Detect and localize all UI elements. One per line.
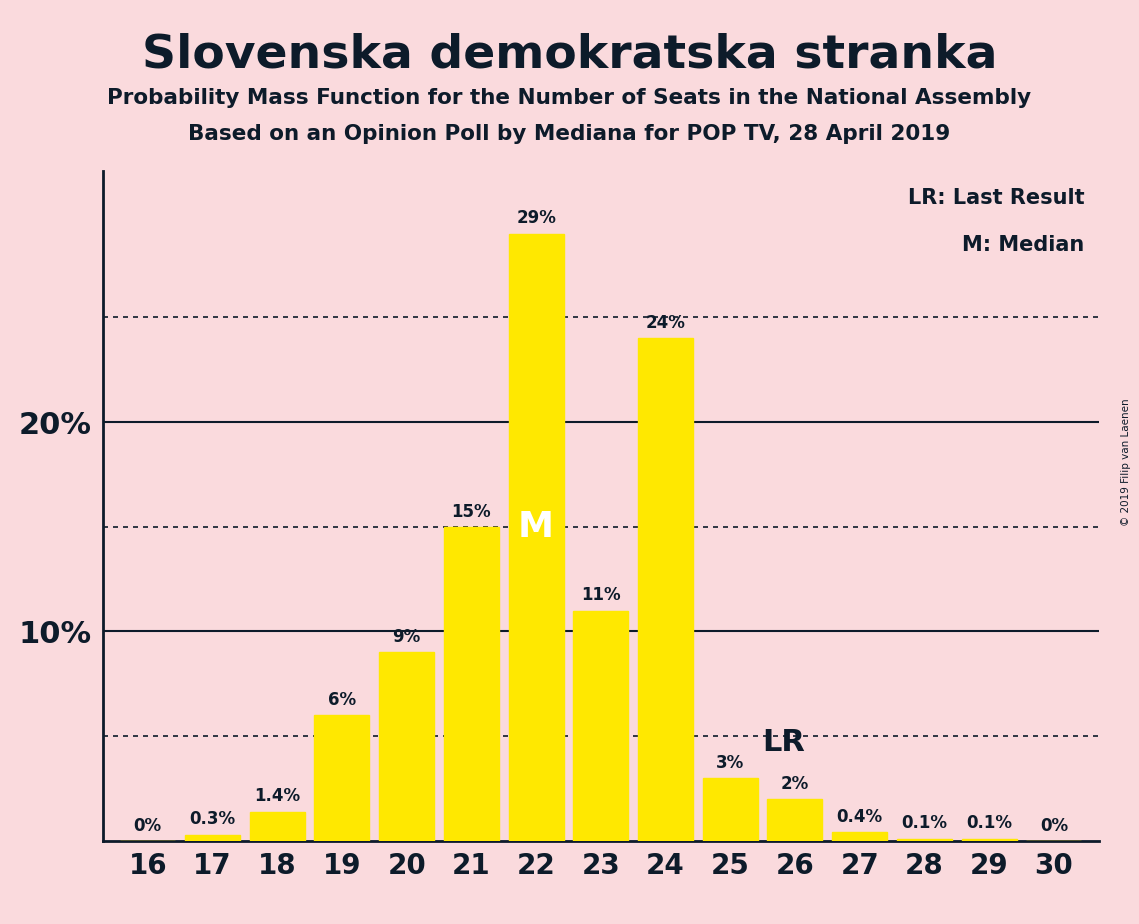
Text: 0%: 0% (1040, 817, 1068, 834)
Bar (768, 799, 822, 841)
Text: LR: LR (763, 728, 805, 757)
Text: 0.3%: 0.3% (189, 810, 236, 828)
Text: 29%: 29% (516, 210, 556, 227)
Bar (249, 811, 305, 841)
Text: Based on an Opinion Poll by Mediana for POP TV, 28 April 2019: Based on an Opinion Poll by Mediana for … (188, 124, 951, 144)
Text: © 2019 Filip van Laenen: © 2019 Filip van Laenen (1121, 398, 1131, 526)
Bar (833, 833, 887, 841)
Bar (703, 778, 757, 841)
Text: 3%: 3% (716, 754, 745, 772)
Bar (509, 234, 564, 841)
Bar (573, 611, 629, 841)
Text: 2%: 2% (781, 774, 809, 793)
Text: 24%: 24% (646, 314, 686, 332)
Text: 0.4%: 0.4% (837, 808, 883, 826)
Text: 11%: 11% (581, 587, 621, 604)
Bar (444, 527, 499, 841)
Text: M: Median: M: Median (962, 235, 1084, 255)
Text: 9%: 9% (393, 628, 420, 646)
Bar (314, 715, 369, 841)
Bar (185, 834, 240, 841)
Text: 15%: 15% (451, 503, 491, 520)
Text: Slovenska demokratska stranka: Slovenska demokratska stranka (141, 32, 998, 78)
Text: 0.1%: 0.1% (901, 814, 948, 833)
Bar (896, 839, 952, 841)
Text: LR: Last Result: LR: Last Result (908, 188, 1084, 208)
Bar (638, 338, 693, 841)
Bar (379, 652, 434, 841)
Bar (961, 839, 1017, 841)
Text: 0%: 0% (133, 817, 162, 834)
Text: M: M (518, 510, 554, 544)
Text: 1.4%: 1.4% (254, 787, 301, 805)
Text: Probability Mass Function for the Number of Seats in the National Assembly: Probability Mass Function for the Number… (107, 88, 1032, 108)
Text: 6%: 6% (328, 691, 357, 709)
Text: 0.1%: 0.1% (966, 814, 1013, 833)
